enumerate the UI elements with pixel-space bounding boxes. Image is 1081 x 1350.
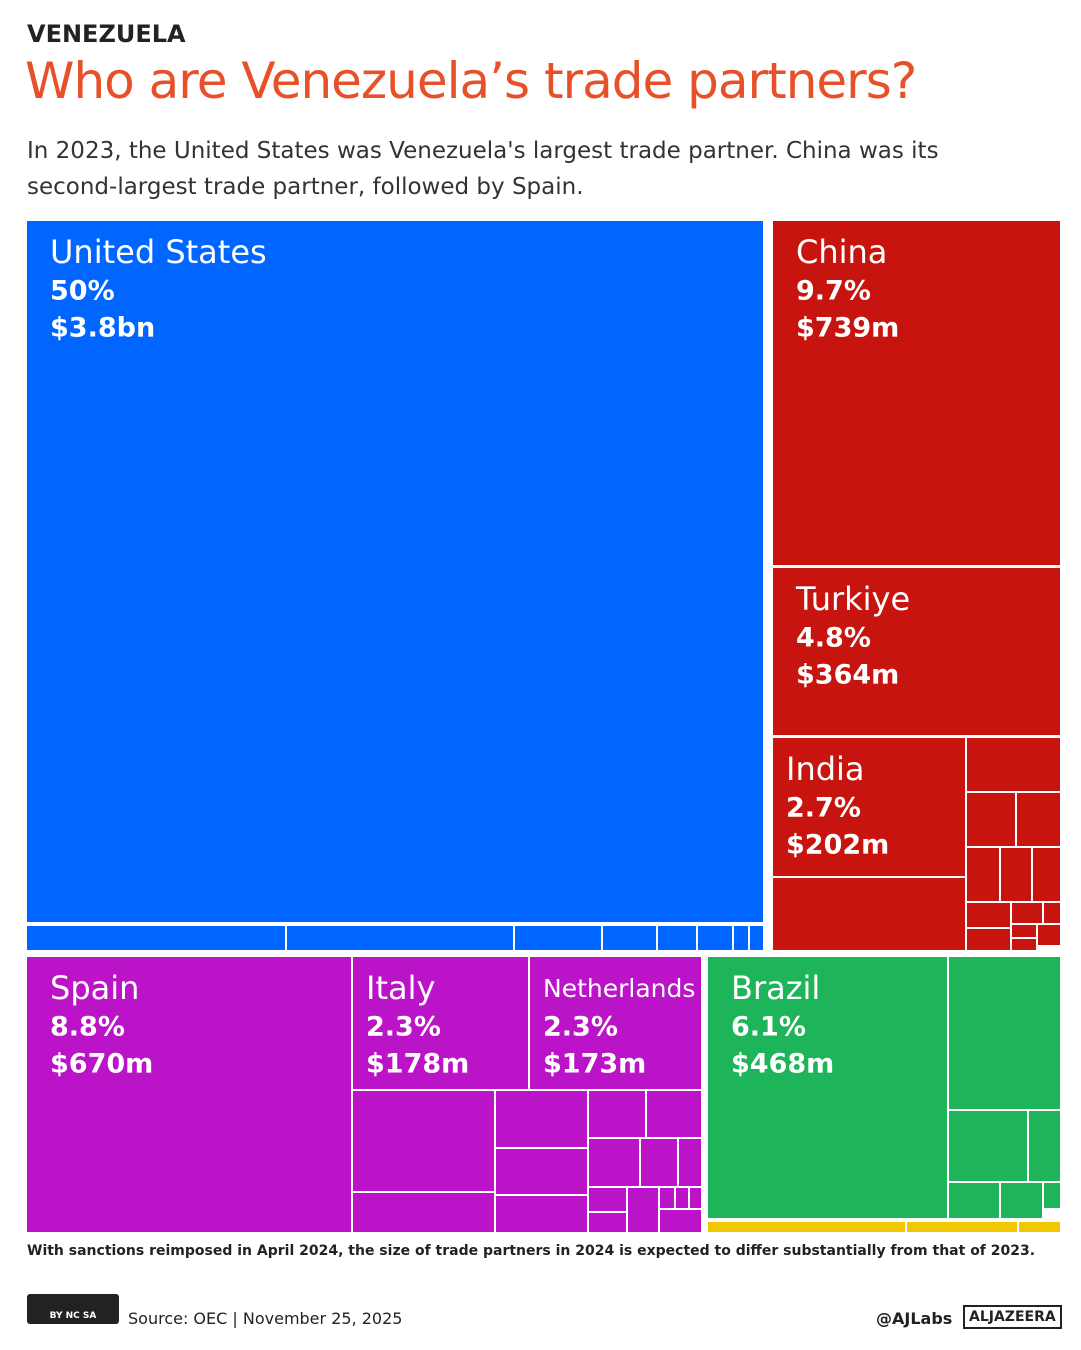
tile-percent: 8.8% bbox=[50, 1012, 125, 1043]
logo: ALJAZEERA bbox=[963, 1305, 1062, 1329]
tile-percent: 2.3% bbox=[366, 1012, 441, 1043]
tile bbox=[25, 219, 765, 924]
tile bbox=[771, 736, 967, 878]
tile-value: $468m bbox=[731, 1049, 834, 1080]
tile-name: Turkiye bbox=[795, 580, 910, 618]
tile bbox=[25, 955, 353, 1234]
tile-value: $364m bbox=[796, 660, 899, 691]
subtitle: In 2023, the United States was Venezuela… bbox=[27, 138, 939, 200]
tile bbox=[528, 955, 703, 1091]
chart-title: Who are Venezuela’s trade partners? bbox=[25, 52, 917, 110]
tile bbox=[706, 955, 949, 1220]
tile-percent: 6.1% bbox=[731, 1012, 806, 1043]
tile-name: United States bbox=[50, 233, 267, 271]
tile-name: Brazil bbox=[731, 969, 820, 1007]
tile-percent: 2.7% bbox=[786, 793, 861, 824]
kicker: VENEZUELA bbox=[27, 20, 186, 48]
credit: @AJLabs bbox=[876, 1309, 953, 1328]
tile-name: Italy bbox=[366, 969, 435, 1007]
tile-percent: 9.7% bbox=[796, 276, 871, 307]
tile-value: $178m bbox=[366, 1049, 469, 1080]
tile-percent: 4.8% bbox=[796, 623, 871, 654]
tile bbox=[771, 566, 1062, 737]
tile-name: Spain bbox=[50, 969, 139, 1007]
tile-name: Netherlands bbox=[543, 974, 695, 1003]
tile-value: $3.8bn bbox=[50, 313, 155, 344]
tile-percent: 2.3% bbox=[543, 1012, 618, 1043]
license-badge: BY NC SA bbox=[27, 1294, 119, 1324]
source: Source: OEC | November 25, 2025 bbox=[128, 1309, 403, 1328]
tile-value: $173m bbox=[543, 1049, 646, 1080]
tile-value: $670m bbox=[50, 1049, 153, 1080]
footnote: With sanctions reimposed in April 2024, … bbox=[27, 1243, 1036, 1259]
tile-percent: 50% bbox=[50, 276, 115, 307]
tile bbox=[351, 955, 530, 1091]
tile-name: India bbox=[786, 750, 865, 788]
tile bbox=[771, 219, 1062, 567]
tile-value: $202m bbox=[786, 830, 889, 861]
minor-tiles bbox=[25, 736, 1062, 1234]
tile-name: China bbox=[796, 233, 887, 271]
tile-value: $739m bbox=[796, 313, 899, 344]
